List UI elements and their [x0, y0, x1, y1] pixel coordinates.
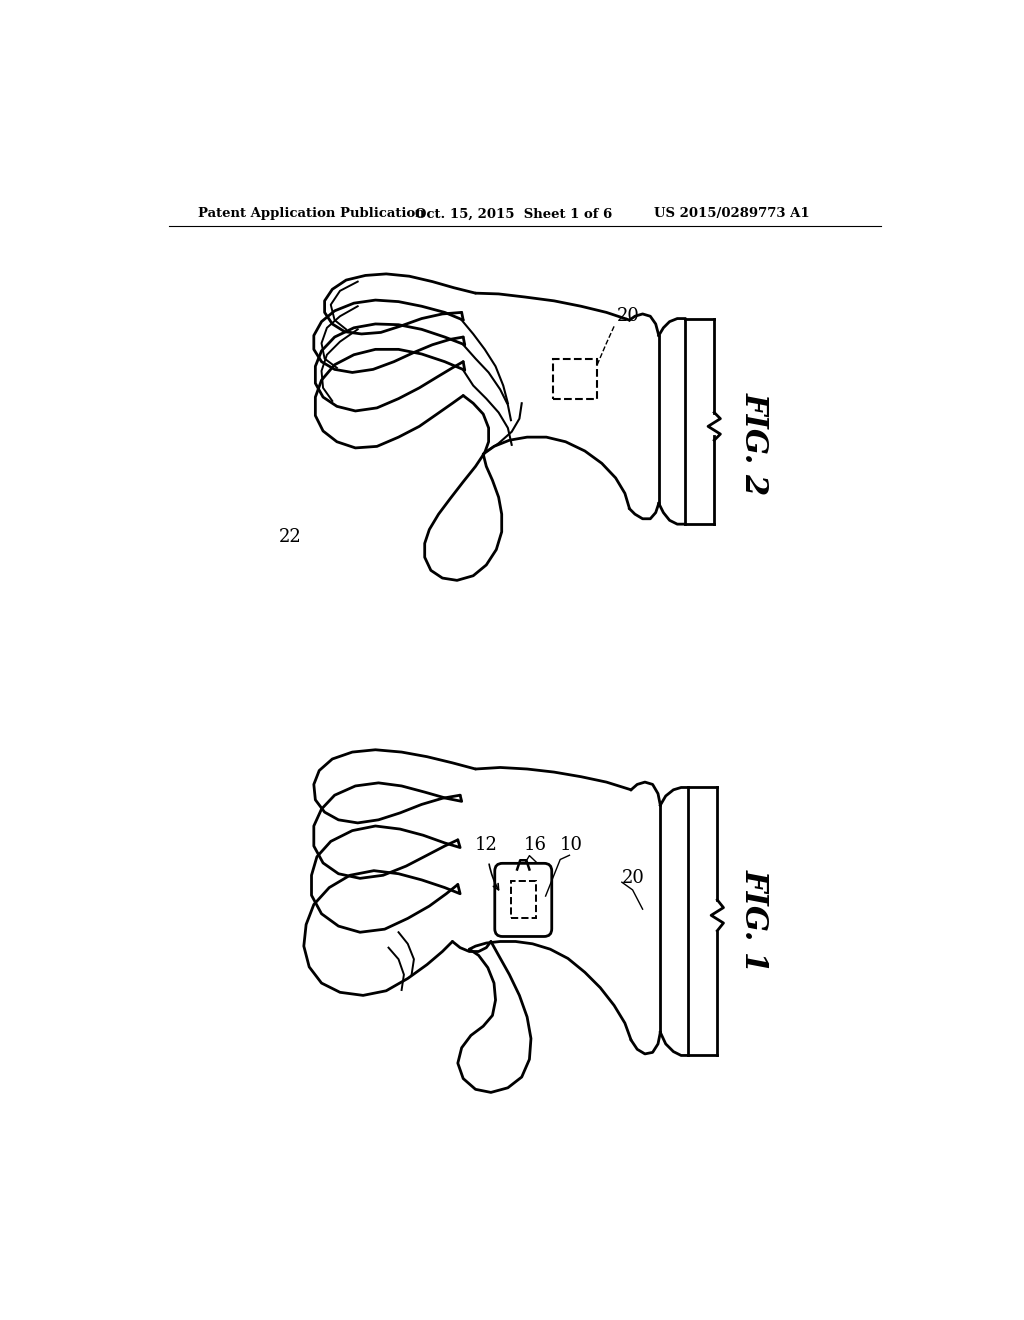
- Text: FIG. 2: FIG. 2: [738, 392, 770, 495]
- FancyBboxPatch shape: [495, 863, 552, 936]
- Text: 20: 20: [617, 308, 640, 325]
- Text: 12: 12: [475, 836, 498, 854]
- Text: 22: 22: [279, 528, 301, 546]
- Text: Patent Application Publication: Patent Application Publication: [199, 207, 425, 220]
- Bar: [553, 359, 597, 399]
- Text: Oct. 15, 2015  Sheet 1 of 6: Oct. 15, 2015 Sheet 1 of 6: [416, 207, 612, 220]
- Bar: [511, 882, 536, 919]
- Text: 20: 20: [622, 870, 645, 887]
- Text: 16: 16: [523, 836, 547, 854]
- Text: US 2015/0289773 A1: US 2015/0289773 A1: [654, 207, 810, 220]
- Text: 10: 10: [559, 836, 583, 854]
- Text: FIG. 1: FIG. 1: [738, 869, 770, 973]
